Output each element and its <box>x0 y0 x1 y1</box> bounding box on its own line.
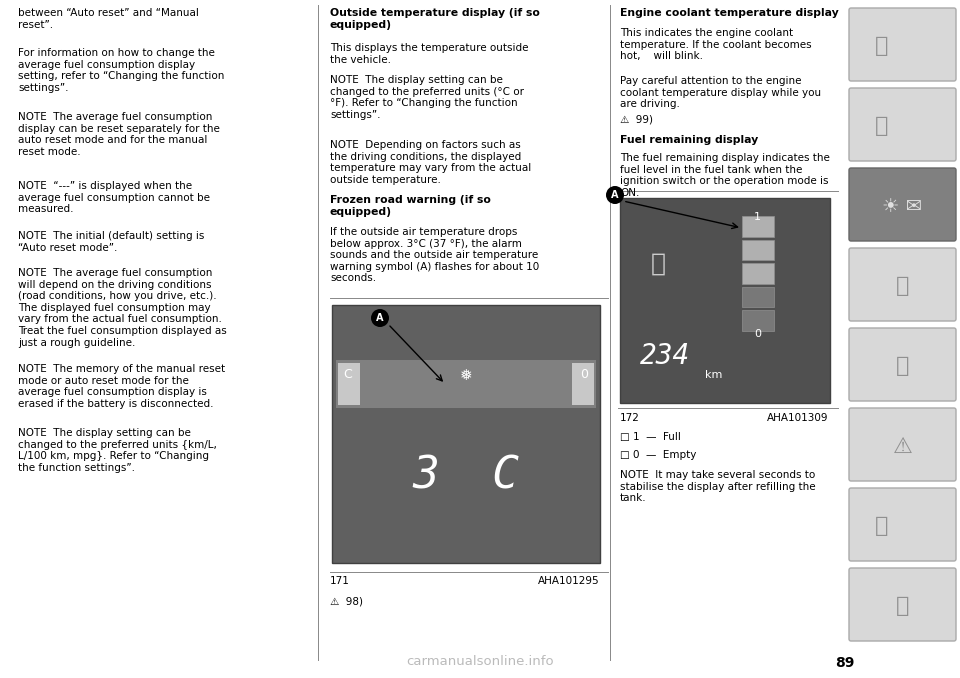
Text: 0: 0 <box>755 330 761 339</box>
Circle shape <box>606 186 624 204</box>
Text: For information on how to change the
average fuel consumption display
setting, r: For information on how to change the ave… <box>18 48 225 93</box>
Bar <box>572 363 594 405</box>
Text: NOTE  “---” is displayed when the
average fuel consumption cannot be
measured.: NOTE “---” is displayed when the average… <box>18 181 210 214</box>
Text: 89: 89 <box>835 656 854 670</box>
FancyBboxPatch shape <box>849 568 956 641</box>
Text: NOTE  Depending on factors such as
the driving conditions, the displayed
tempera: NOTE Depending on factors such as the dr… <box>330 140 531 185</box>
Text: Frozen road warning (if so
equipped): Frozen road warning (if so equipped) <box>330 195 491 216</box>
Bar <box>742 239 774 260</box>
Text: 1: 1 <box>755 212 761 222</box>
Text: The fuel remaining display indicates the
fuel level in the fuel tank when the
ig: The fuel remaining display indicates the… <box>620 153 829 198</box>
Text: 👮: 👮 <box>896 277 909 296</box>
Text: ❅: ❅ <box>460 368 472 383</box>
FancyBboxPatch shape <box>849 88 956 161</box>
Text: NOTE  It may take several seconds to
stabilise the display after refilling the
t: NOTE It may take several seconds to stab… <box>620 470 816 503</box>
Text: 234: 234 <box>640 342 690 370</box>
Bar <box>742 287 774 307</box>
Text: 0: 0 <box>580 368 588 381</box>
Text: Pay careful attention to the engine
coolant temperature display while you
are dr: Pay careful attention to the engine cool… <box>620 76 821 109</box>
Text: This indicates the engine coolant
temperature. If the coolant becomes
hot,    wi: This indicates the engine coolant temper… <box>620 28 811 61</box>
Text: ⚠  99): ⚠ 99) <box>620 115 653 125</box>
Circle shape <box>371 309 389 327</box>
Text: NOTE  The average fuel consumption
display can be reset separately for the
auto : NOTE The average fuel consumption displa… <box>18 112 220 157</box>
Bar <box>742 216 774 237</box>
Text: NOTE  The initial (default) setting is
“Auto reset mode”.: NOTE The initial (default) setting is “A… <box>18 231 204 253</box>
Text: 🚗: 🚗 <box>876 517 889 536</box>
Text: 🔧: 🔧 <box>896 357 909 376</box>
Bar <box>742 311 774 331</box>
Bar <box>332 305 600 563</box>
Bar <box>336 360 596 408</box>
Text: C: C <box>344 368 352 381</box>
Text: carmanualsonline.info: carmanualsonline.info <box>406 655 554 668</box>
Text: □ 0  —  Empty: □ 0 — Empty <box>620 450 696 460</box>
FancyBboxPatch shape <box>849 328 956 401</box>
Text: ⛽: ⛽ <box>651 252 665 275</box>
Text: 🚗: 🚗 <box>876 37 889 56</box>
Text: 171: 171 <box>330 576 349 586</box>
Bar <box>620 198 830 403</box>
Bar <box>742 263 774 283</box>
Text: ⚠  98): ⚠ 98) <box>330 596 363 606</box>
Text: Outside temperature display (if so
equipped): Outside temperature display (if so equip… <box>330 8 540 30</box>
Text: 172: 172 <box>620 413 640 423</box>
Text: Engine coolant temperature display: Engine coolant temperature display <box>620 8 839 18</box>
FancyBboxPatch shape <box>849 168 956 241</box>
Text: NOTE  The average fuel consumption
will depend on the driving conditions
(road c: NOTE The average fuel consumption will d… <box>18 268 227 348</box>
FancyBboxPatch shape <box>849 488 956 561</box>
Text: km: km <box>705 370 722 380</box>
Text: NOTE  The memory of the manual reset
mode or auto reset mode for the
average fue: NOTE The memory of the manual reset mode… <box>18 364 226 409</box>
Text: 🚗: 🚗 <box>876 117 889 136</box>
Text: 📋: 📋 <box>896 597 909 616</box>
Text: NOTE  The display setting can be
changed to the preferred units (°C or
°F). Refe: NOTE The display setting can be changed … <box>330 75 524 120</box>
Text: AHA101309: AHA101309 <box>766 413 828 423</box>
Text: Fuel remaining display: Fuel remaining display <box>620 135 758 145</box>
Text: ☀ ✉: ☀ ✉ <box>882 197 923 216</box>
FancyBboxPatch shape <box>849 408 956 481</box>
Text: 3  C: 3 C <box>413 454 519 498</box>
Text: If the outside air temperature drops
below approx. 3°C (37 °F), the alarm
sounds: If the outside air temperature drops bel… <box>330 227 540 283</box>
Text: This displays the temperature outside
the vehicle.: This displays the temperature outside th… <box>330 43 529 64</box>
Text: between “Auto reset” and “Manual
reset”.: between “Auto reset” and “Manual reset”. <box>18 8 199 30</box>
FancyBboxPatch shape <box>849 248 956 321</box>
Text: □ 1  —  Full: □ 1 — Full <box>620 432 681 442</box>
Text: NOTE  The display setting can be
changed to the preferred units {km/L,
L/100 km,: NOTE The display setting can be changed … <box>18 428 217 473</box>
FancyBboxPatch shape <box>849 8 956 81</box>
Text: A: A <box>376 313 384 323</box>
Bar <box>338 363 360 405</box>
Text: AHA101295: AHA101295 <box>539 576 600 586</box>
Text: A: A <box>612 190 619 200</box>
Text: ⚠: ⚠ <box>893 437 913 456</box>
